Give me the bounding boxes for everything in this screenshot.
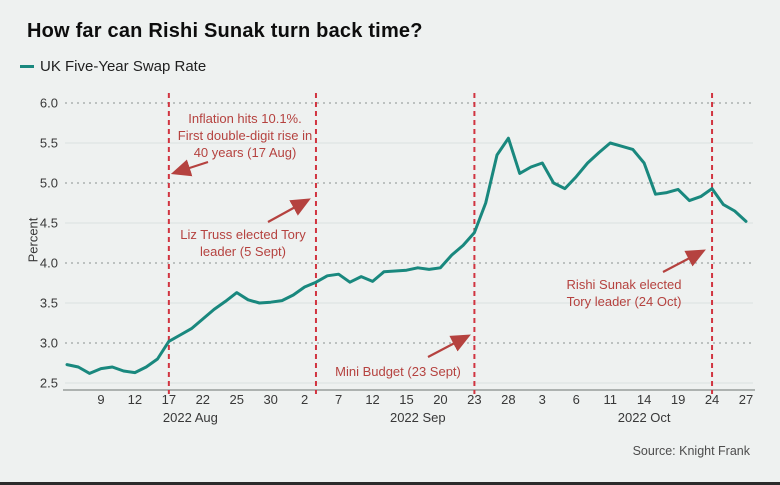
svg-text:22: 22 <box>196 392 210 407</box>
source-note: Source: Knight Frank <box>632 444 750 458</box>
svg-text:3.5: 3.5 <box>40 296 58 311</box>
svg-text:2: 2 <box>301 392 308 407</box>
svg-text:12: 12 <box>365 392 379 407</box>
svg-text:9: 9 <box>97 392 104 407</box>
svg-text:5.0: 5.0 <box>40 176 58 191</box>
svg-text:14: 14 <box>637 392 651 407</box>
svg-text:4.0: 4.0 <box>40 256 58 271</box>
svg-text:2022 Aug: 2022 Aug <box>163 410 218 425</box>
svg-text:6: 6 <box>573 392 580 407</box>
swap-rate-line-chart: 2.53.03.54.04.55.05.56.09 12 17 22 25 30 2 7 12 1… <box>40 93 755 425</box>
svg-text:24: 24 <box>705 392 719 407</box>
svg-text:12: 12 <box>128 392 142 407</box>
svg-text:27: 27 <box>739 392 753 407</box>
svg-text:20: 20 <box>433 392 447 407</box>
svg-text:28: 28 <box>501 392 515 407</box>
svg-text:11: 11 <box>603 392 617 407</box>
svg-text:4.5: 4.5 <box>40 216 58 231</box>
svg-text:6.0: 6.0 <box>40 96 58 111</box>
legend: UK Five-Year Swap Rate <box>20 58 206 75</box>
svg-text:15: 15 <box>399 392 413 407</box>
svg-text:3: 3 <box>539 392 546 407</box>
chart-title: How far can Rishi Sunak turn back time? <box>27 20 423 42</box>
svg-text:2022 Oct: 2022 Oct <box>618 410 671 425</box>
svg-text:30: 30 <box>263 392 277 407</box>
svg-text:7: 7 <box>335 392 342 407</box>
svg-text:2022 Sep: 2022 Sep <box>390 410 446 425</box>
legend-line-swatch <box>20 65 34 68</box>
svg-text:23: 23 <box>467 392 481 407</box>
svg-text:25: 25 <box>230 392 244 407</box>
svg-text:2.5: 2.5 <box>40 376 58 391</box>
legend-label: UK Five-Year Swap Rate <box>40 58 207 75</box>
svg-text:5.5: 5.5 <box>40 136 58 151</box>
svg-text:17: 17 <box>162 392 176 407</box>
svg-text:3.0: 3.0 <box>40 336 58 351</box>
svg-text:19: 19 <box>671 392 685 407</box>
